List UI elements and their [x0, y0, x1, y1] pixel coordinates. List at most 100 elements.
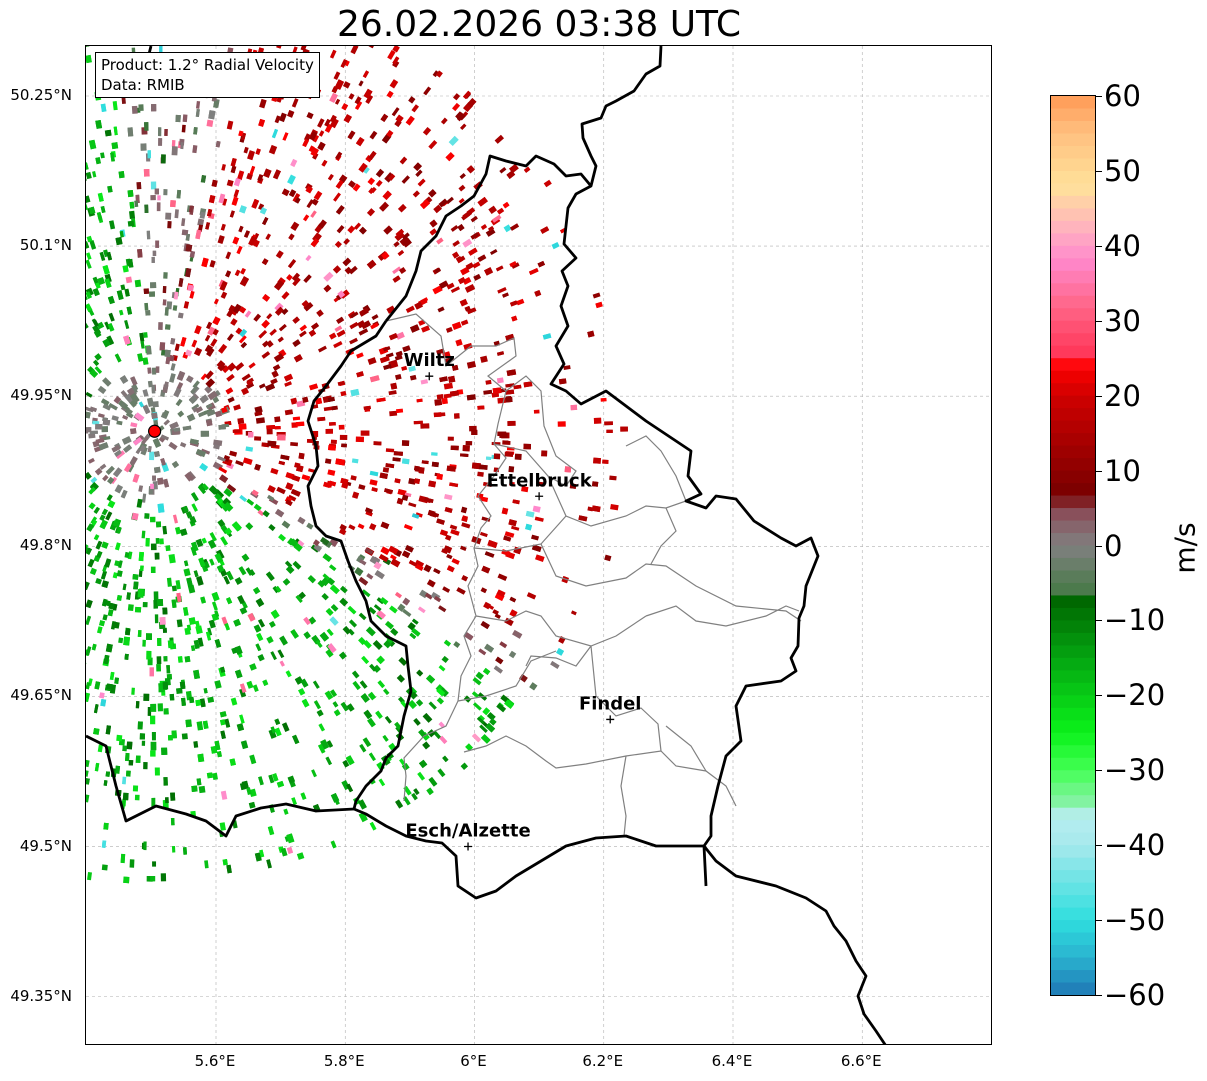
velocity-echo: [97, 413, 105, 418]
velocity-echo: [439, 376, 448, 383]
velocity-echo: [100, 205, 106, 214]
velocity-echo: [285, 670, 292, 678]
velocity-echo: [87, 457, 95, 464]
canton-boundary: [540, 543, 802, 622]
colorbar-tick-label: 50: [1104, 153, 1141, 188]
velocity-echo: [158, 322, 163, 330]
velocity-echo: [401, 550, 411, 559]
velocity-echo: [205, 631, 212, 641]
velocity-echo: [239, 205, 247, 214]
velocity-echo: [223, 575, 230, 585]
velocity-echo: [401, 440, 410, 446]
velocity-echo: [287, 259, 297, 269]
city-cross-icon: [535, 492, 544, 501]
velocity-echo: [464, 305, 471, 312]
city-label: Ettelbruck: [487, 470, 593, 491]
velocity-echo: [512, 629, 523, 639]
velocity-echo: [386, 305, 396, 314]
velocity-echo: [144, 302, 149, 311]
velocity-echo: [311, 322, 320, 330]
velocity-echo: [152, 438, 162, 448]
velocity-echo: [235, 327, 243, 335]
velocity-echo: [200, 373, 208, 381]
velocity-echo: [86, 615, 92, 626]
velocity-echo: [169, 421, 179, 430]
velocity-echo: [477, 196, 488, 207]
velocity-echo: [401, 762, 410, 771]
velocity-echo: [243, 146, 249, 154]
velocity-echo: [530, 534, 540, 541]
velocity-echo: [218, 193, 226, 204]
velocity-echo: [273, 169, 281, 180]
velocity-echo: [414, 301, 423, 310]
velocity-echo: [399, 156, 408, 165]
velocity-echo: [122, 265, 129, 273]
velocity-echo: [254, 411, 263, 417]
velocity-echo: [432, 730, 442, 740]
velocity-echo: [480, 587, 487, 594]
velocity-echo: [373, 604, 382, 612]
velocity-echo: [290, 488, 301, 497]
velocity-echo: [496, 351, 505, 356]
velocity-echo: [241, 601, 248, 609]
velocity-echo: [342, 760, 350, 768]
velocity-echo: [379, 201, 390, 212]
colorbar-segment: [1051, 433, 1095, 447]
velocity-echo: [86, 759, 90, 768]
velocity-echo: [115, 236, 123, 246]
velocity-echo: [239, 328, 248, 338]
velocity-echo: [345, 755, 355, 766]
velocity-echo: [204, 385, 213, 394]
velocity-echo: [326, 740, 334, 748]
velocity-echo: [450, 224, 459, 232]
velocity-echo: [182, 847, 188, 855]
velocity-echo: [325, 428, 333, 434]
velocity-echo: [427, 509, 436, 517]
velocity-echo: [124, 288, 130, 297]
velocity-echo: [233, 189, 240, 198]
radar-map[interactable]: Wiltz Ettelbruck Findel Esch/Alzette Produc…: [85, 45, 992, 1045]
velocity-echo: [174, 209, 179, 219]
velocity-echo: [609, 475, 617, 481]
velocity-echo: [255, 643, 262, 652]
velocity-echo: [493, 665, 503, 674]
velocity-echo: [399, 758, 406, 766]
velocity-echo: [87, 558, 95, 568]
velocity-echo: [436, 394, 444, 400]
velocity-echo: [320, 739, 330, 750]
velocity-echo: [86, 599, 93, 609]
velocity-echo: [413, 788, 420, 796]
velocity-echo: [503, 535, 512, 542]
velocity-echo: [397, 250, 405, 256]
luxembourg-germany-border-east: [702, 845, 887, 1044]
velocity-echo: [252, 684, 259, 693]
velocity-echo: [138, 485, 144, 493]
velocity-echo: [497, 287, 507, 294]
velocity-echo: [157, 477, 164, 485]
velocity-echo: [86, 241, 90, 249]
velocity-echo: [316, 709, 324, 717]
velocity-echo: [318, 219, 327, 229]
velocity-echo: [359, 680, 368, 689]
velocity-echo: [459, 298, 468, 307]
velocity-echo: [478, 648, 487, 656]
colorbar-segment: [1051, 108, 1095, 122]
velocity-echo: [312, 539, 320, 547]
velocity-echo: [332, 265, 342, 274]
velocity-echo: [155, 240, 160, 248]
velocity-echo: [170, 338, 176, 345]
velocity-echo: [139, 444, 146, 453]
velocity-echo: [173, 427, 181, 432]
velocity-echo: [175, 580, 181, 590]
velocity-echo: [495, 265, 504, 272]
velocity-echo: [107, 476, 115, 485]
velocity-echo: [129, 392, 140, 404]
velocity-echo: [160, 873, 167, 882]
canton-boundary: [525, 645, 592, 667]
velocity-echo: [210, 745, 218, 754]
velocity-echo: [338, 424, 345, 430]
velocity-echo: [105, 511, 113, 521]
velocity-echo: [365, 510, 373, 517]
velocity-echo: [88, 309, 95, 316]
velocity-echo: [531, 544, 542, 552]
